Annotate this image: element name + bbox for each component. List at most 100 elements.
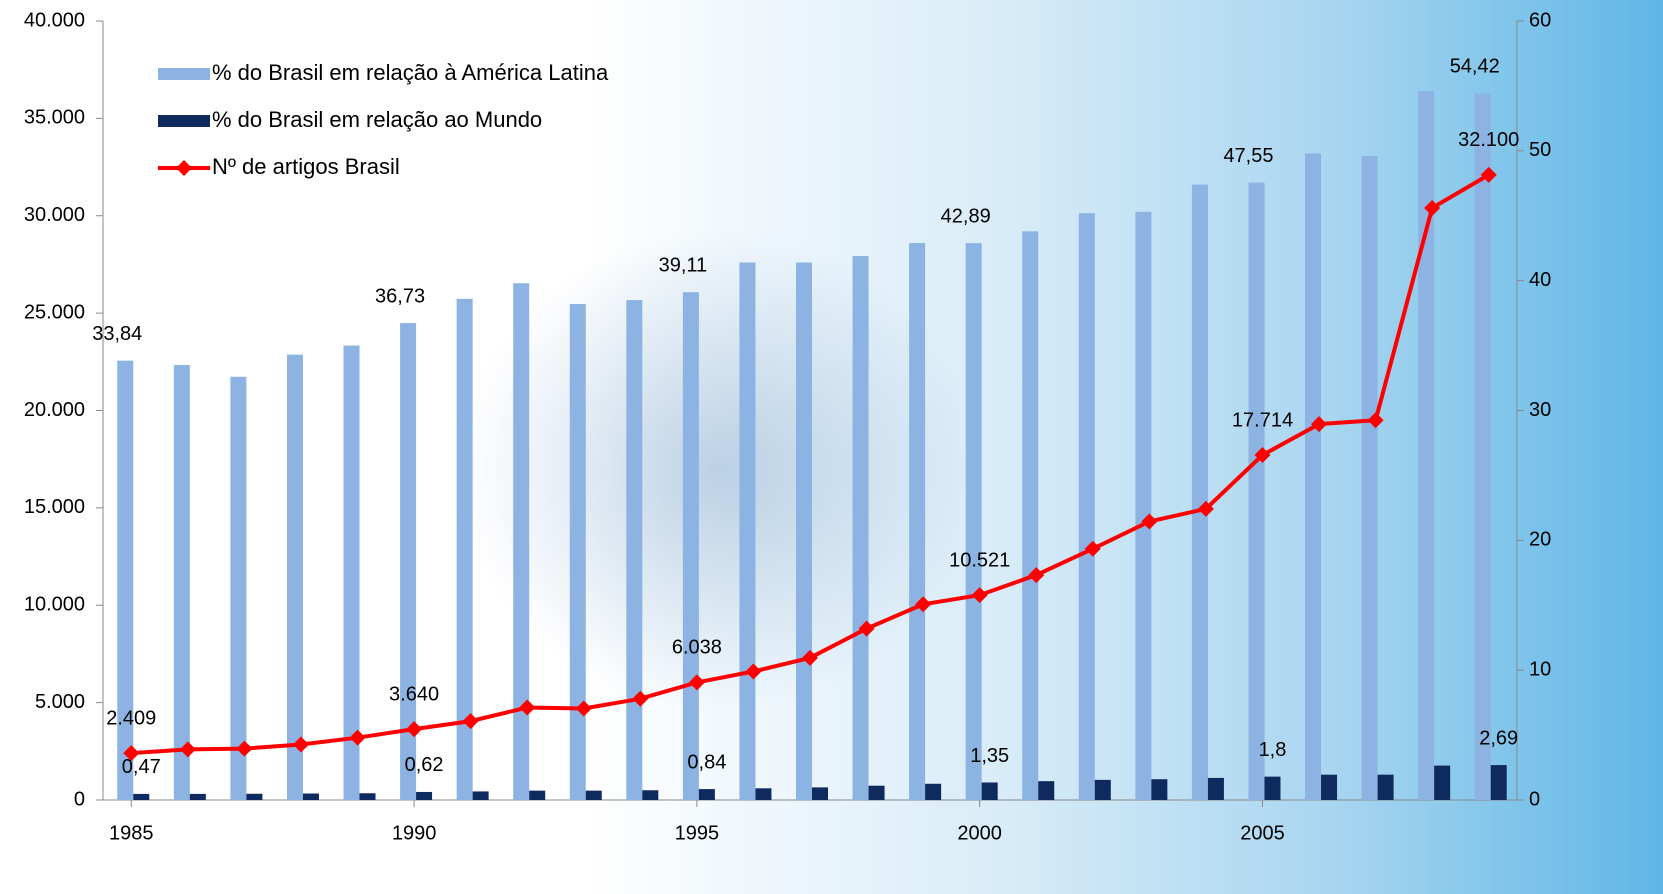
line-marker	[971, 587, 988, 604]
y2-tick-label: 20	[1529, 529, 1551, 551]
line-marker	[179, 741, 196, 758]
bar	[302, 793, 319, 800]
line-marker	[1311, 416, 1328, 433]
line-marker	[123, 745, 140, 762]
x-tick-label: 1990	[392, 822, 437, 844]
bar	[965, 243, 982, 800]
line-marker	[292, 736, 309, 753]
bar	[981, 782, 998, 800]
bar-label: 1,8	[1259, 739, 1287, 761]
bar	[626, 300, 643, 800]
y-tick-label: 10.000	[24, 594, 85, 616]
legend-label: % do Brasil em relação ao Mundo	[212, 107, 542, 132]
bar	[173, 365, 190, 800]
line-marker	[915, 596, 932, 613]
bar	[796, 262, 812, 800]
bar	[1321, 774, 1338, 800]
bar	[925, 783, 942, 800]
bar	[117, 360, 134, 800]
y-tick-label: 20.000	[24, 399, 85, 421]
line-marker	[1367, 412, 1384, 429]
legend-label: % do Brasil em relação à América Latina	[212, 60, 609, 85]
bar	[909, 243, 926, 800]
bar-label: 0,84	[687, 751, 726, 773]
bar-label: 42,89	[941, 205, 991, 227]
y-tick-label: 40.000	[24, 9, 85, 31]
legend-marker	[176, 160, 192, 176]
bar	[472, 791, 489, 800]
bar	[585, 790, 602, 800]
line-marker	[1480, 166, 1497, 183]
line-marker	[802, 649, 818, 666]
bar	[868, 785, 885, 800]
bar	[1094, 779, 1111, 800]
bar	[1022, 231, 1039, 800]
line-marker	[745, 663, 762, 680]
y-tick-label: 35.000	[24, 107, 85, 129]
bar-label: 33,84	[92, 323, 142, 345]
y2-tick-label: 10	[1529, 658, 1551, 680]
bar	[343, 345, 360, 800]
bar	[642, 790, 659, 800]
line-marker	[858, 620, 875, 637]
bar	[513, 283, 530, 801]
bar	[569, 304, 586, 800]
line-marker	[519, 699, 536, 716]
bar	[1207, 777, 1224, 800]
line-label: 2.409	[106, 707, 156, 729]
bar	[400, 323, 417, 800]
line-marker	[575, 700, 592, 717]
line-label: 32.100	[1458, 129, 1519, 151]
bar-label: 54,42	[1450, 56, 1500, 78]
bar	[852, 255, 869, 800]
line-marker	[236, 740, 253, 757]
bar	[359, 793, 376, 800]
line-label: 10.521	[949, 549, 1010, 571]
y-tick-label: 0	[74, 788, 85, 810]
line-marker	[632, 690, 649, 707]
y2-tick-label: 50	[1529, 139, 1551, 161]
bar	[529, 790, 546, 800]
x-tick-label: 1985	[109, 822, 154, 844]
legend-swatch	[158, 115, 210, 127]
bar	[812, 787, 828, 800]
bar	[1248, 182, 1265, 800]
line-marker	[688, 674, 705, 691]
bar-label: 0,62	[405, 754, 444, 776]
y2-tick-label: 30	[1529, 399, 1551, 421]
bar	[739, 262, 756, 800]
line-marker	[1254, 447, 1271, 464]
x-tick-label: 1995	[675, 822, 720, 844]
line-marker	[1141, 513, 1158, 530]
line-marker	[1197, 500, 1214, 517]
bar	[1078, 213, 1095, 801]
y2-tick-label: 40	[1529, 269, 1551, 291]
legend-swatch	[158, 68, 210, 80]
bar	[246, 793, 263, 800]
line-marker	[349, 729, 366, 746]
line-marker	[462, 713, 479, 730]
line-marker	[1084, 540, 1101, 557]
y-tick-label: 25.000	[24, 301, 85, 323]
bar	[755, 788, 772, 800]
bar	[1191, 184, 1208, 801]
bar	[1305, 153, 1322, 800]
y-tick-label: 30.000	[24, 204, 85, 226]
bar	[286, 354, 303, 800]
legend-label: Nº de artigos Brasil	[212, 154, 400, 179]
bar	[1418, 91, 1435, 801]
line-marker	[1424, 199, 1441, 216]
bar	[189, 793, 206, 800]
bar	[1135, 211, 1152, 801]
bar-label: 47,55	[1223, 145, 1273, 167]
x-tick-label: 2000	[957, 822, 1002, 844]
y2-tick-label: 0	[1529, 788, 1540, 810]
bar	[1361, 156, 1378, 800]
bar	[1151, 779, 1168, 800]
bar	[1038, 781, 1055, 800]
bar	[1490, 765, 1507, 800]
bar-label: 1,35	[970, 745, 1009, 767]
bar	[698, 789, 715, 800]
